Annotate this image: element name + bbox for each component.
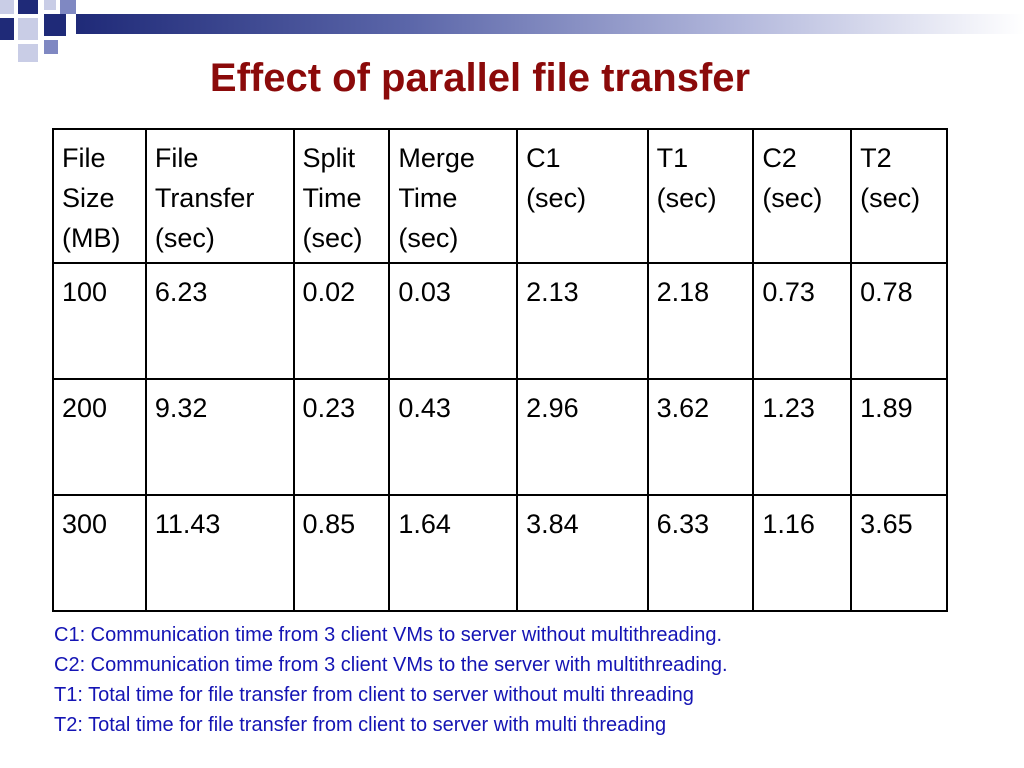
decorative-square [18,44,38,62]
table-cell: 1.16 [752,494,853,612]
table-cell: 1.23 [752,378,853,496]
table-cell: 0.02 [292,262,391,380]
table-cell: 1.89 [850,378,948,496]
table-cell: 300 [52,494,147,612]
col-header-merge-time: Merge Time (sec) [388,128,519,264]
table-cell: 1.64 [388,494,519,612]
table-cell: 9.32 [144,378,295,496]
table-cell: 2.18 [646,262,755,380]
table-cell: 3.84 [516,494,649,612]
col-header-c2: C2 (sec) [752,128,853,264]
decorative-square [44,0,56,10]
header-gradient-bar [76,14,1024,34]
results-table: File Size (MB) File Transfer (sec) Split Time… [52,128,948,612]
table-cell: 0.85 [292,494,391,612]
note-t2: T2: Total time for file transfer from cl… [54,714,667,736]
table-cell: 3.62 [646,378,755,496]
table-cell: 0.73 [752,262,853,380]
table-cell: 2.96 [516,378,649,496]
table-cell: 6.23 [144,262,295,380]
table-cell: 11.43 [144,494,295,612]
note-t1: T1: Total time for file transfer from cl… [54,684,694,706]
table-cell: 2.13 [516,262,649,380]
legend-notes: C1: Communication time from 3 client VMs… [54,620,984,740]
decorative-square [60,0,76,14]
decorative-square [18,0,38,14]
table-row: 100 6.23 0.02 0.03 2.13 2.18 0.73 0.78 [52,262,948,380]
table-cell: 0.23 [292,378,391,496]
table-cell: 0.03 [388,262,519,380]
decorative-square [0,18,14,40]
decorative-square [18,18,38,40]
table-cell: 200 [52,378,147,496]
table-cell: 3.65 [850,494,948,612]
decorative-square [0,0,14,14]
table-cell: 6.33 [646,494,755,612]
col-header-t1: T1 (sec) [646,128,755,264]
header-row: File Size (MB) File Transfer (sec) Split Time… [52,128,948,264]
note-c2: C2: Communication time from 3 client VMs… [54,654,728,676]
table-row: 200 9.32 0.23 0.43 2.96 3.62 1.23 1.89 [52,378,948,496]
col-header-c1: C1 (sec) [516,128,649,264]
decorative-square [44,40,58,54]
table-cell: 100 [52,262,147,380]
col-header-t2: T2 (sec) [850,128,948,264]
slide-title: Effect of parallel file transfer [209,56,751,100]
table-cell: 0.43 [388,378,519,496]
decorative-square [44,14,66,36]
col-header-file-transfer: File Transfer (sec) [144,128,295,264]
table-row: 300 11.43 0.85 1.64 3.84 6.33 1.16 3.65 [52,494,948,612]
note-c1: C1: Communication time from 3 client VMs… [54,624,723,646]
col-header-split-time: Split Time (sec) [292,128,391,264]
table-cell: 0.78 [850,262,948,380]
col-header-file-size: File Size (MB) [52,128,147,264]
